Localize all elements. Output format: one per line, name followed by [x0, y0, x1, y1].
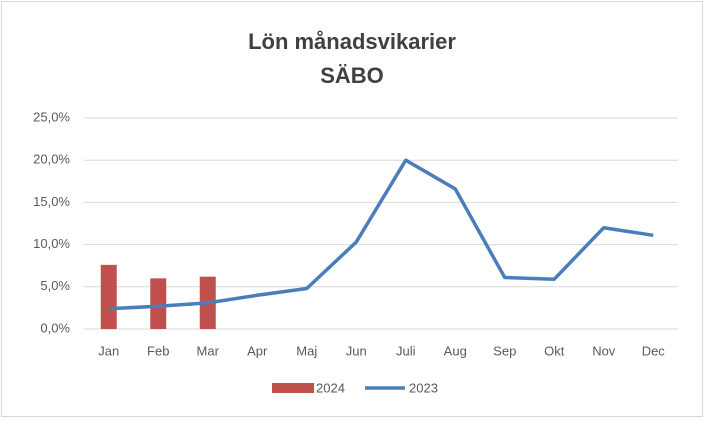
y-tick-label: 15,0%: [33, 194, 70, 209]
x-tick-label: Aug: [444, 343, 467, 358]
y-tick-label: 5,0%: [40, 278, 70, 293]
x-tick-label: Feb: [147, 343, 169, 358]
y-tick-label: 25,0%: [33, 109, 70, 124]
x-tick-label: Apr: [247, 343, 268, 358]
x-tick-label: Mar: [197, 343, 220, 358]
chart-border: [1, 1, 703, 417]
x-tick-label: Dec: [642, 343, 666, 358]
line: [108, 158, 654, 311]
x-tick-label: Okt: [544, 343, 565, 358]
x-tick-label: Jan: [98, 343, 119, 358]
legend-swatch: [272, 383, 314, 393]
x-tick-label: Juli: [396, 343, 416, 358]
legend-label: 2024: [316, 380, 345, 395]
y-tick-label: 10,0%: [33, 236, 70, 251]
bar: [100, 264, 117, 329]
chart-title: SÄBO: [320, 63, 384, 88]
chart-title: Lön månadsvikarier: [248, 29, 456, 54]
legend-label: 2023: [409, 380, 438, 395]
bar: [150, 278, 167, 329]
x-tick-label: Maj: [296, 343, 317, 358]
y-tick-label: 20,0%: [33, 152, 70, 167]
x-tick-label: Sep: [493, 343, 516, 358]
y-tick-label: 0,0%: [40, 320, 70, 335]
x-tick-label: Jun: [346, 343, 367, 358]
x-tick-label: Nov: [592, 343, 616, 358]
